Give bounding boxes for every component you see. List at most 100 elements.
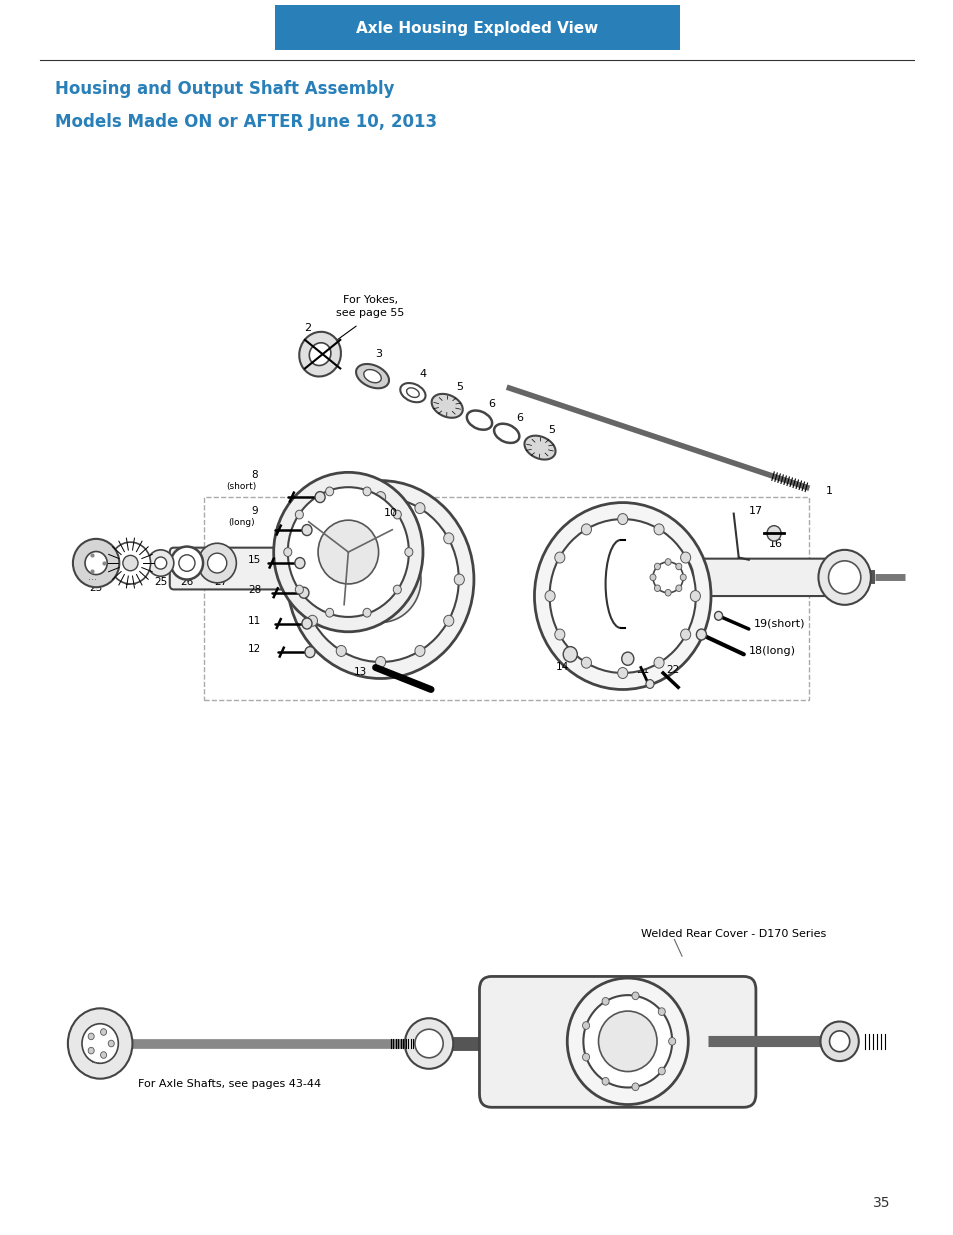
Circle shape xyxy=(298,588,309,598)
Text: Welded Rear Cover - D170 Series: Welded Rear Cover - D170 Series xyxy=(640,929,825,939)
Circle shape xyxy=(582,1021,589,1029)
Circle shape xyxy=(88,1034,94,1040)
Circle shape xyxy=(363,609,371,618)
Circle shape xyxy=(654,524,663,535)
Circle shape xyxy=(658,1008,664,1015)
Ellipse shape xyxy=(494,424,518,443)
Text: 23: 23 xyxy=(90,583,103,593)
Text: 2: 2 xyxy=(304,324,312,333)
Ellipse shape xyxy=(317,520,378,584)
Ellipse shape xyxy=(524,436,555,459)
Circle shape xyxy=(296,574,307,585)
Circle shape xyxy=(82,1024,118,1063)
Ellipse shape xyxy=(123,556,138,571)
Text: 19(short): 19(short) xyxy=(753,619,804,629)
Text: 35: 35 xyxy=(872,1195,889,1210)
Ellipse shape xyxy=(111,542,151,584)
Circle shape xyxy=(68,1008,132,1078)
Circle shape xyxy=(454,574,464,585)
Text: 17: 17 xyxy=(748,505,762,515)
Ellipse shape xyxy=(363,369,381,383)
Circle shape xyxy=(404,547,413,557)
Circle shape xyxy=(100,1029,107,1035)
Circle shape xyxy=(375,492,385,503)
Text: 1: 1 xyxy=(825,485,832,495)
Circle shape xyxy=(654,563,659,569)
Text: (short): (short) xyxy=(226,483,256,492)
Ellipse shape xyxy=(827,561,860,594)
Circle shape xyxy=(664,589,671,597)
Text: 7: 7 xyxy=(583,572,590,582)
Circle shape xyxy=(679,552,690,563)
Text: ...: ... xyxy=(91,1055,100,1066)
Text: 24: 24 xyxy=(124,577,137,587)
Text: 18(long): 18(long) xyxy=(748,646,795,656)
Circle shape xyxy=(654,585,659,592)
Circle shape xyxy=(631,1083,639,1091)
Ellipse shape xyxy=(287,480,474,678)
Text: 4: 4 xyxy=(419,369,426,379)
Text: 6: 6 xyxy=(488,399,495,409)
Circle shape xyxy=(675,563,681,569)
Ellipse shape xyxy=(598,1011,657,1072)
Circle shape xyxy=(307,532,317,543)
Ellipse shape xyxy=(299,332,340,377)
Ellipse shape xyxy=(274,472,422,632)
Circle shape xyxy=(88,1047,94,1053)
Text: 25: 25 xyxy=(153,577,167,587)
Circle shape xyxy=(562,647,577,662)
Circle shape xyxy=(443,532,454,543)
Circle shape xyxy=(363,487,371,495)
Ellipse shape xyxy=(431,394,462,417)
Text: 10: 10 xyxy=(383,508,397,517)
Ellipse shape xyxy=(171,547,203,579)
Ellipse shape xyxy=(406,388,418,398)
Ellipse shape xyxy=(72,538,119,588)
Text: 26: 26 xyxy=(180,577,193,587)
Text: 21: 21 xyxy=(636,664,649,676)
Circle shape xyxy=(301,525,312,536)
Circle shape xyxy=(307,615,317,626)
Text: 9: 9 xyxy=(251,505,257,515)
Ellipse shape xyxy=(820,1021,858,1061)
FancyBboxPatch shape xyxy=(170,547,379,589)
Circle shape xyxy=(375,657,385,667)
Text: 22: 22 xyxy=(666,664,679,676)
Circle shape xyxy=(601,1077,608,1086)
Circle shape xyxy=(295,510,303,519)
Circle shape xyxy=(675,585,681,592)
Ellipse shape xyxy=(302,496,458,662)
Ellipse shape xyxy=(642,551,693,604)
Circle shape xyxy=(582,1053,589,1061)
Circle shape xyxy=(690,590,700,601)
Circle shape xyxy=(617,667,627,678)
Circle shape xyxy=(658,1067,664,1074)
Circle shape xyxy=(295,585,303,594)
Text: 8: 8 xyxy=(251,471,257,480)
Ellipse shape xyxy=(148,550,173,577)
Circle shape xyxy=(645,679,654,688)
Ellipse shape xyxy=(198,543,236,583)
Text: 15: 15 xyxy=(248,555,261,566)
Circle shape xyxy=(325,487,334,495)
Circle shape xyxy=(668,1037,675,1045)
Circle shape xyxy=(714,611,721,620)
Circle shape xyxy=(415,503,424,514)
Ellipse shape xyxy=(309,343,331,366)
Ellipse shape xyxy=(534,503,710,689)
Text: For Axle Shafts, see pages 43-44: For Axle Shafts, see pages 43-44 xyxy=(138,1079,321,1089)
Text: 11: 11 xyxy=(248,615,261,625)
Ellipse shape xyxy=(340,537,420,622)
Text: 6: 6 xyxy=(516,414,523,424)
Text: 5: 5 xyxy=(548,425,555,435)
Circle shape xyxy=(766,526,781,541)
Circle shape xyxy=(601,998,608,1005)
Circle shape xyxy=(294,557,305,568)
Ellipse shape xyxy=(355,364,389,388)
Ellipse shape xyxy=(359,557,401,601)
Text: 12: 12 xyxy=(248,645,261,655)
Ellipse shape xyxy=(154,557,167,569)
Ellipse shape xyxy=(829,1031,849,1052)
Circle shape xyxy=(301,618,312,629)
Text: ...: ... xyxy=(88,572,97,582)
